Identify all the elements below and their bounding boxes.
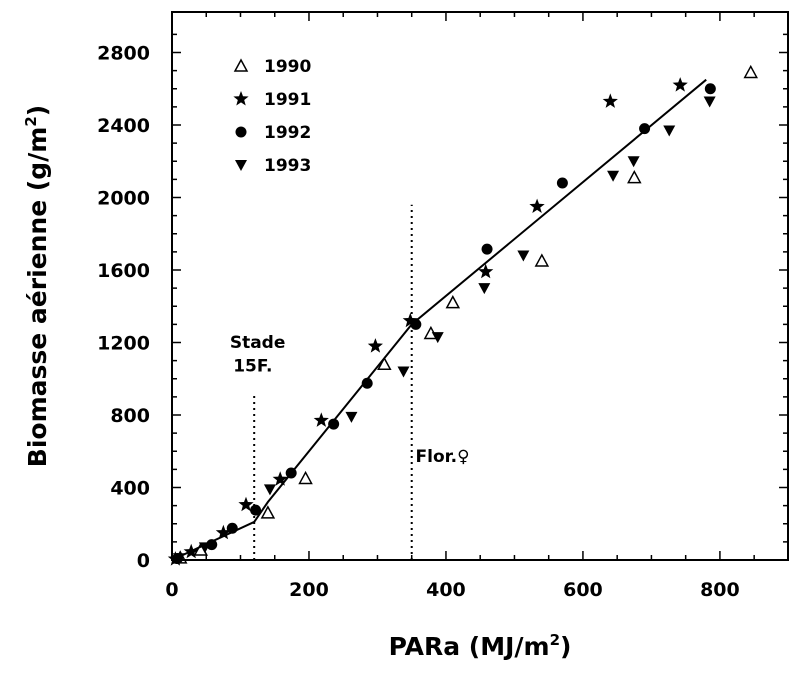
data-point-1993 <box>703 96 716 108</box>
data-point-1993 <box>627 156 640 168</box>
annotations: Stade 15F. Flor.♀ <box>230 333 470 467</box>
data-point-1990 <box>534 253 550 267</box>
legend-label: 1992 <box>264 123 311 143</box>
data-point-1992 <box>410 318 422 330</box>
data-point-1991 <box>602 93 618 108</box>
data-point-1992 <box>206 539 218 551</box>
legend-marker-1991 <box>233 91 249 106</box>
y-tick-label: 800 <box>110 405 150 427</box>
y-axis-title: Biomasse aérienne (g/m2) <box>22 105 52 467</box>
reference-lines <box>253 204 413 560</box>
x-tick-label: 800 <box>700 579 740 601</box>
data-point-1991 <box>367 338 383 353</box>
data-point-1991 <box>402 312 418 328</box>
fit-line <box>171 78 707 561</box>
data-point-1992 <box>328 418 340 430</box>
data-point-1993 <box>517 250 530 262</box>
legend-label: 1990 <box>264 57 311 77</box>
x-tick-label: 200 <box>289 579 329 601</box>
data-point-1991 <box>238 496 254 512</box>
data-point-1991 <box>313 412 329 427</box>
data-point-1992 <box>556 177 568 189</box>
y-tick-label: 2000 <box>97 188 150 210</box>
x-tick-label: 600 <box>563 579 603 601</box>
data-point-1993 <box>172 553 185 565</box>
legend-marker-1993 <box>235 160 247 171</box>
data-point-1991 <box>215 524 231 540</box>
x-axis-title-sup: 2 <box>550 631 560 649</box>
annotation-label: Stade <box>230 333 286 353</box>
data-point-1992 <box>250 504 262 516</box>
legend-marker-1990 <box>233 58 249 72</box>
y-axis-title-end: ) <box>23 105 52 116</box>
data-point-1991 <box>529 198 545 213</box>
data-point-1992 <box>361 377 373 389</box>
data-point-1992 <box>481 243 493 255</box>
y-tick-label: 400 <box>110 478 150 500</box>
data-point-1992 <box>639 123 651 135</box>
data-point-1990 <box>260 505 276 519</box>
y-axis-title-text: Biomasse aérienne (g/m <box>23 127 52 468</box>
series-1992 <box>171 83 716 565</box>
x-tick-label: 0 <box>165 579 178 601</box>
legend: 1990 1991 1992 1993 <box>233 57 311 176</box>
x-axis-title-end: ) <box>560 632 571 661</box>
annotation-label: 15F. <box>233 357 272 377</box>
x-axis-title: PARa (MJ/m2) <box>389 631 572 661</box>
y-axis-title-sup: 2 <box>22 116 40 126</box>
series-1990 <box>172 64 759 564</box>
data-point-1993 <box>478 283 491 295</box>
data-point-1991 <box>672 77 688 92</box>
data-point-1993 <box>397 366 410 378</box>
data-point-1991 <box>183 543 199 559</box>
legend-label: 1991 <box>264 90 311 110</box>
y-tick-label: 2800 <box>97 43 150 65</box>
data-point-1991 <box>272 471 288 486</box>
data-points <box>167 64 759 566</box>
series-1991 <box>167 77 688 566</box>
data-point-1992 <box>226 522 238 534</box>
axes: 0 400 800 1200 1600 2000 2400 2800 0 200 400 600 800 <box>97 12 788 601</box>
data-point-1992 <box>704 83 716 95</box>
data-point-1993 <box>345 411 358 423</box>
data-point-1993 <box>607 170 620 182</box>
data-point-1993 <box>263 484 276 496</box>
data-point-1993 <box>198 542 211 554</box>
legend-marker-1992 <box>235 126 247 138</box>
y-tick-label: 0 <box>137 550 150 572</box>
data-point-1990 <box>298 470 313 485</box>
data-point-1993 <box>431 332 444 344</box>
data-point-1992 <box>285 467 297 479</box>
legend-label: 1993 <box>264 156 311 176</box>
y-tick-label: 1600 <box>97 260 150 282</box>
data-point-1990 <box>627 169 642 184</box>
fit-line-group <box>171 78 707 561</box>
data-point-1991 <box>478 263 494 279</box>
x-tick-label: 400 <box>426 579 466 601</box>
data-point-1990 <box>445 295 461 309</box>
data-point-1993 <box>663 125 676 137</box>
y-tick-label: 1200 <box>97 333 150 355</box>
y-tick-label: 2400 <box>97 115 150 137</box>
data-point-1990 <box>743 64 759 79</box>
series-1993 <box>172 96 716 565</box>
x-axis-title-text: PARa (MJ/m <box>389 632 550 661</box>
data-point-1990 <box>377 356 392 370</box>
annotation-label: Flor.♀ <box>416 447 470 467</box>
